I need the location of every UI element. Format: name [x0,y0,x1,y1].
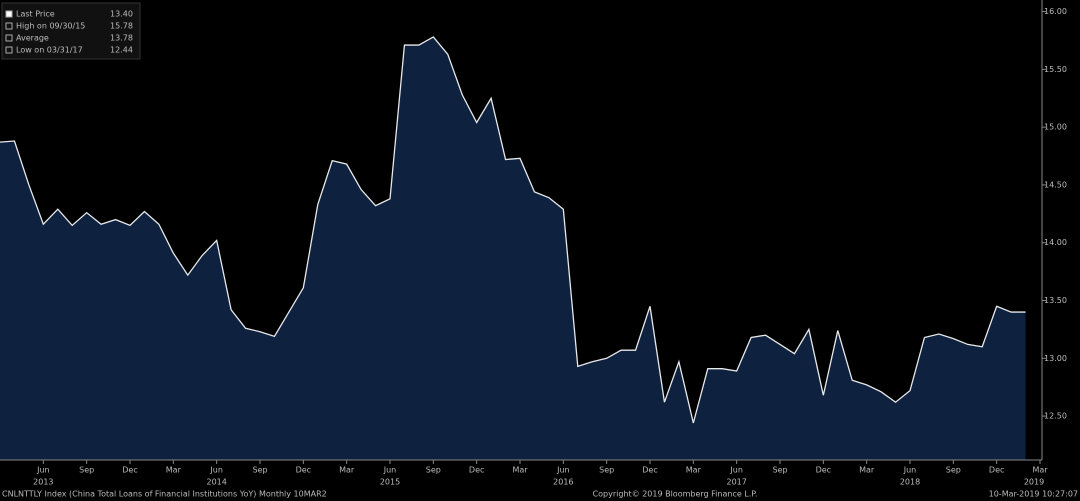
x-tick-label: Dec [122,466,137,475]
y-tick-label: 13.00 [1044,354,1067,363]
x-tick-label: Mar [166,466,182,475]
x-tick-label: Sep [599,466,614,475]
legend-value: 13.40 [110,10,133,19]
legend-swatch [5,34,13,42]
y-tick-label: 15.50 [1044,65,1067,74]
x-year-label: 2013 [33,478,53,487]
x-year-label: 2019 [1024,478,1044,487]
x-tick-label: Dec [469,466,484,475]
x-tick-label: Jun [36,466,50,475]
legend-label: Last Price [16,10,55,19]
y-tick-label: 15.00 [1044,123,1067,132]
x-tick-label: Jun [383,466,397,475]
area [0,36,1026,460]
legend-box [1,2,141,60]
x-year-label: 2017 [726,478,746,487]
x-tick-label: Dec [816,466,831,475]
x-tick-label: Jun [903,466,917,475]
x-tick-label: Sep [946,466,961,475]
legend-value: 12.44 [110,46,133,55]
x-tick-label: Mar [1032,466,1048,475]
footer-center: Copyright© 2019 Bloomberg Finance L.P. [593,490,758,499]
legend-value: 15.78 [110,22,133,31]
x-tick-label: Sep [79,466,94,475]
footer-right: 10-Mar-2019 10:27:07 [989,490,1078,499]
y-tick-label: 14.50 [1044,180,1067,189]
x-tick-label: Jun [556,466,570,475]
legend-label: Average [16,34,49,43]
x-tick-label: Mar [339,466,355,475]
line [0,36,1026,424]
legend-label: Low on 03/31/17 [16,46,83,55]
x-tick-label: Dec [296,466,311,475]
legend-swatch [5,46,13,54]
x-tick-label: Jun [209,466,223,475]
y-tick-label: 16.00 [1044,7,1067,16]
x-tick-label: Sep [426,466,441,475]
x-tick-label: Jun [729,466,743,475]
y-tick-label: 12.50 [1044,412,1067,421]
plot-area [0,36,1026,460]
legend-swatch [5,22,13,30]
y-tick-label: 14.00 [1044,238,1067,247]
x-year-label: 2014 [206,478,226,487]
y-tick-label: 13.50 [1044,296,1067,305]
legend-label: High on 09/30/15 [16,22,85,31]
x-year-label: 2015 [380,478,400,487]
x-tick-label: Mar [859,466,875,475]
x-year-label: 2016 [553,478,573,487]
x-tick-label: Sep [772,466,787,475]
legend-value: 13.78 [110,34,133,43]
legend-swatch [5,10,13,18]
x-year-label: 2018 [900,478,920,487]
footer-left: CNLNTTLY Index (China Total Loans of Fin… [2,490,327,499]
x-tick-label: Dec [989,466,1004,475]
x-tick-label: Mar [512,466,528,475]
x-tick-label: Mar [686,466,702,475]
x-tick-label: Dec [642,466,657,475]
x-tick-label: Sep [252,466,267,475]
